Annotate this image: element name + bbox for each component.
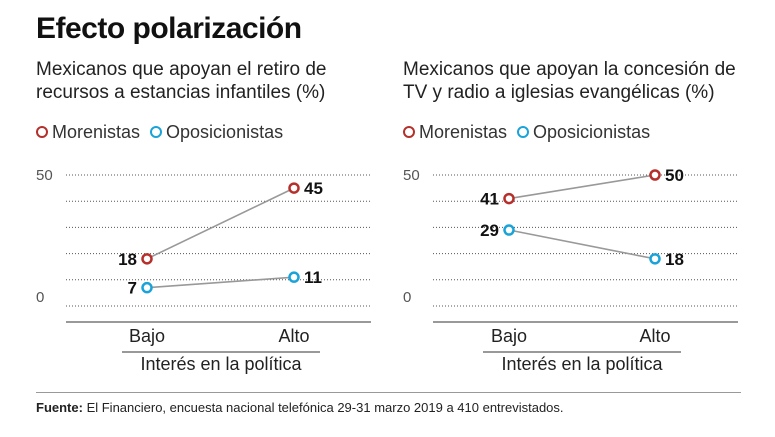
y-tick-label: 0 — [36, 289, 44, 306]
x-axis-title: Interés en la política — [501, 354, 663, 374]
x-axis-title: Interés en la política — [140, 354, 302, 374]
data-point-morenistas — [141, 253, 153, 265]
source-text: El Financiero, encuesta nacional telefón… — [82, 400, 564, 415]
series-line-oposicionistas — [508, 229, 656, 260]
y-tick-label: 50 — [403, 167, 420, 184]
chart-panel-left: Mexicanos que apoyan el retiro de recurs… — [36, 58, 406, 388]
series-line-morenistas — [508, 174, 656, 200]
series-line-morenistas — [146, 187, 295, 260]
chart-title-right: Mexicanos que apoyan la concesión de TV … — [403, 59, 736, 103]
legend-label-oposicionistas: Oposicionistas — [166, 121, 284, 142]
series-line-oposicionistas — [146, 276, 295, 289]
data-label-morenistas: 45 — [304, 179, 323, 198]
main-title: Efecto polarización — [36, 12, 302, 45]
data-label-oposicionistas: 18 — [665, 250, 684, 269]
x-tick-label: Alto — [639, 326, 670, 346]
data-point-morenistas — [288, 182, 300, 194]
legend-left: Morenistas Oposicionistas — [36, 121, 293, 143]
legend-marker-morenistas — [403, 126, 415, 138]
y-tick-label: 50 — [36, 167, 53, 184]
legend-label-morenistas: Morenistas — [419, 121, 508, 142]
data-point-oposicionistas — [503, 224, 515, 236]
x-tick-label: Bajo — [129, 326, 165, 346]
data-point-oposicionistas — [649, 253, 661, 265]
legend-label-morenistas: Morenistas — [52, 121, 141, 142]
data-label-morenistas: 50 — [665, 166, 684, 185]
chart-title-left: Mexicanos que apoyan el retiro de recurs… — [36, 59, 327, 103]
chart-left: 0 50 Bajo Alto Interés en la política 18 45 7 11 — [36, 167, 371, 374]
chart-right: 0 50 Bajo Alto Interés en la política 41 50 29 1… — [403, 166, 738, 374]
x-tick-label: Bajo — [491, 326, 527, 346]
data-label-oposicionistas: 29 — [480, 221, 499, 240]
source-note: Fuente: El Financiero, encuesta nacional… — [36, 400, 564, 415]
data-point-morenistas — [503, 192, 515, 205]
legend-item-morenistas: Morenistas — [403, 122, 507, 143]
legend-item-oposicionistas: Oposicionistas — [517, 122, 650, 143]
legend-marker-morenistas — [36, 126, 48, 138]
data-label-morenistas: 18 — [118, 250, 137, 269]
legend-marker-oposicionistas — [150, 126, 163, 138]
x-tick-label: Alto — [278, 326, 309, 346]
data-point-oposicionistas — [288, 271, 300, 283]
data-label-oposicionistas: 11 — [304, 268, 322, 287]
y-tick-label: 0 — [403, 289, 411, 306]
legend-item-morenistas: Morenistas — [36, 122, 140, 143]
legend-right: Morenistas Oposicionistas — [403, 121, 660, 143]
chart-panel-right: Mexicanos que apoyan la concesión de TV … — [403, 58, 773, 388]
source-label: Fuente: — [36, 400, 83, 415]
data-label-morenistas: 41 — [480, 190, 499, 209]
data-label-oposicionistas: 7 — [128, 279, 137, 298]
data-point-oposicionistas — [141, 281, 153, 294]
legend-label-oposicionistas: Oposicionistas — [533, 121, 651, 142]
footer-divider — [36, 392, 741, 393]
legend-item-oposicionistas: Oposicionistas — [150, 122, 283, 143]
legend-marker-oposicionistas — [517, 126, 530, 138]
data-point-morenistas — [649, 169, 661, 181]
